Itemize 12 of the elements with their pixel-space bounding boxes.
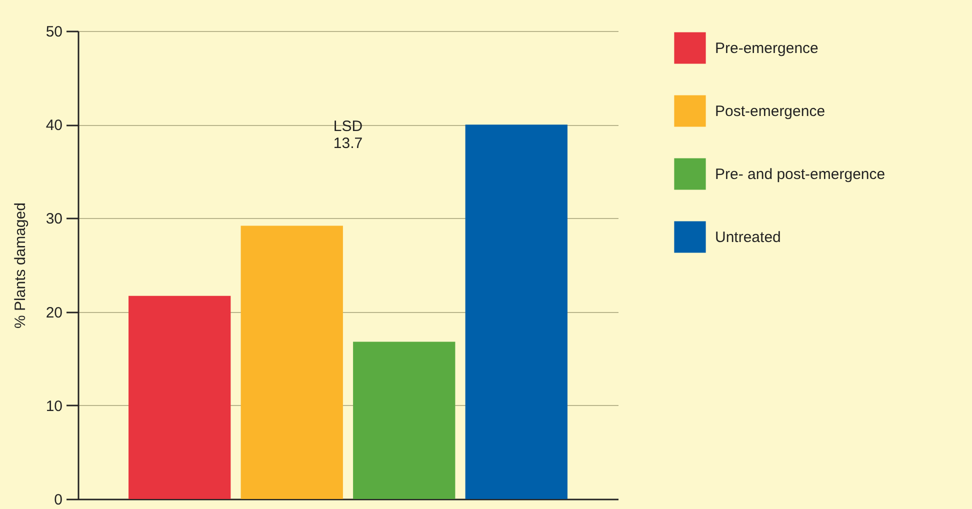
annotation: LSD 13.7 (333, 118, 363, 152)
legend-label: Pre-emergence (715, 40, 818, 57)
legend-label: Post-emergence (715, 103, 826, 120)
legend-label: Untreated (715, 229, 781, 246)
y-tick-label: 0 (54, 492, 62, 508)
y-axis-title: % Plants damaged (12, 202, 29, 328)
y-tick-label: 10 (46, 398, 62, 415)
y-tick-label: 30 (46, 210, 62, 228)
y-tick-label: 40 (46, 117, 62, 134)
y-tick-label: 20 (46, 304, 62, 322)
y-tick-label: 50 (46, 24, 62, 40)
legend-label: Pre- and post-emergence (715, 166, 886, 183)
